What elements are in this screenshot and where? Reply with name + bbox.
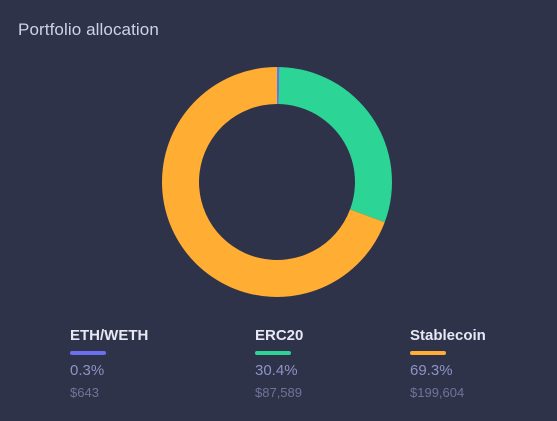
donut-slice-eth-weth <box>277 67 280 105</box>
legend-label: ETH/WETH <box>70 327 149 344</box>
legend-label: Stablecoin <box>410 327 486 344</box>
donut-slice-erc20 <box>278 67 392 223</box>
card-title: Portfolio allocation <box>18 20 159 39</box>
legend-percent: 30.4% <box>255 362 298 379</box>
legend-label: ERC20 <box>255 327 304 344</box>
legend-swatch <box>70 351 106 355</box>
legend-percent: 69.3% <box>410 362 453 379</box>
legend-item-eth-weth: ETH/WETH 0.3% $643 <box>70 328 148 400</box>
legend-item-stablecoin: Stablecoin 69.3% $199,604 <box>410 328 486 400</box>
legend-amount: $199,604 <box>410 385 465 400</box>
legend-swatch <box>410 351 446 355</box>
legend-amount: $643 <box>70 385 99 400</box>
legend-swatch <box>255 351 291 355</box>
legend-amount: $87,589 <box>255 385 302 400</box>
legend-item-erc20: ERC20 30.4% $87,589 <box>255 328 303 400</box>
legend-percent: 0.3% <box>70 362 105 379</box>
donut-slice-stablecoin <box>161 67 385 298</box>
